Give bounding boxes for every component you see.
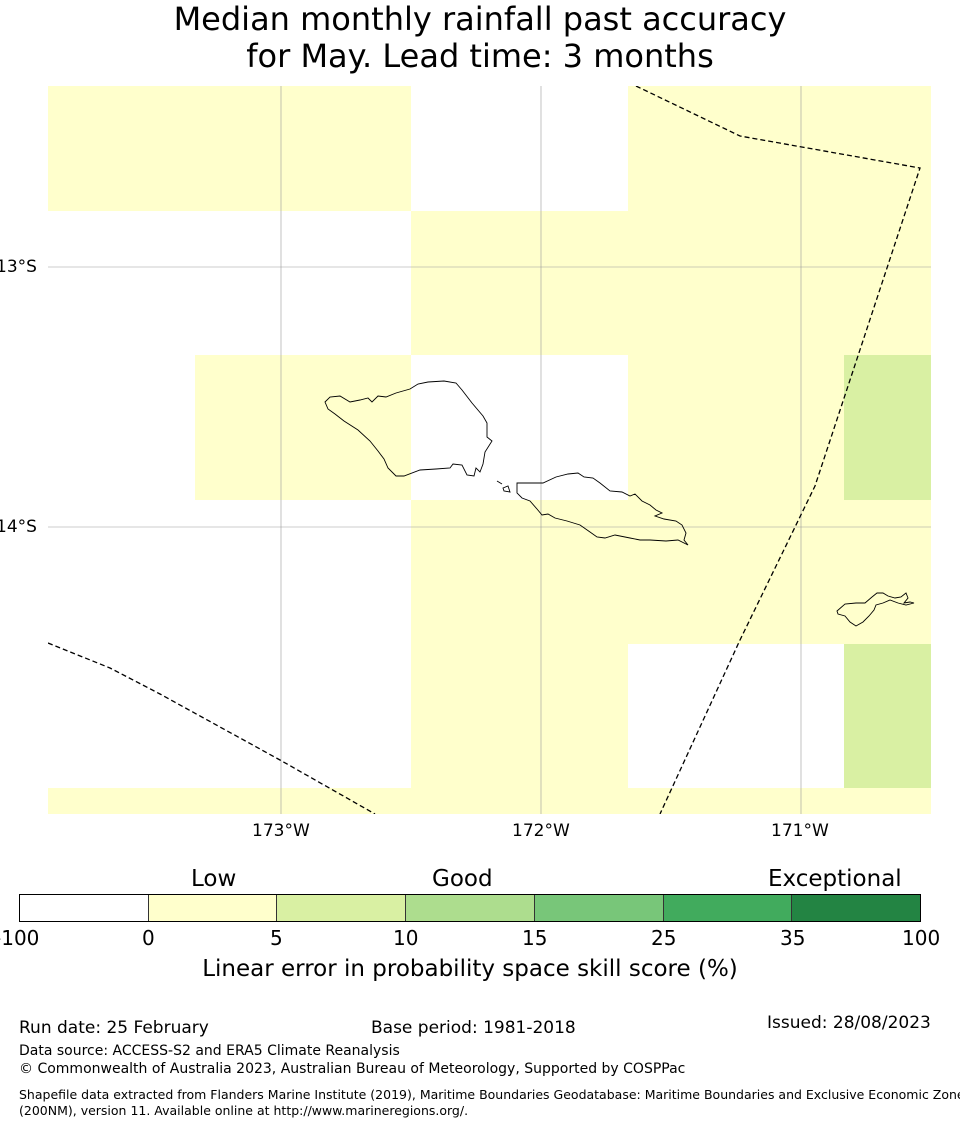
colorbar-segment <box>534 895 664 921</box>
skill-cell <box>628 355 844 500</box>
data-source: Data source: ACCESS-S2 and ERA5 Climate … <box>19 1043 400 1059</box>
map-title-line-2: for May. Lead time: 3 months <box>246 37 714 75</box>
skill-cell <box>411 211 931 355</box>
category-exceptional: Exceptional <box>768 866 902 892</box>
map-title-line-1: Median monthly rainfall past accuracy <box>173 0 787 38</box>
skill-cells-good <box>844 355 931 788</box>
base-period: Base period: 1981-2018 <box>371 1018 576 1038</box>
eez-boundary-east <box>635 86 921 814</box>
run-date: Run date: 25 February <box>19 1018 209 1038</box>
colorbar-segment <box>277 895 407 921</box>
colorbar <box>19 894 921 922</box>
skill-cell <box>48 86 411 211</box>
copyright: © Commonwealth of Australia 2023, Austra… <box>19 1061 686 1077</box>
upolu-island <box>516 472 689 546</box>
lat-label-13s: 13°S <box>0 257 37 277</box>
lat-label-14s: 14°S <box>0 517 37 537</box>
graticule <box>48 86 931 814</box>
tutuila-island <box>836 592 915 627</box>
colorbar-title: Linear error in probability space skill … <box>202 956 738 982</box>
category-low: Low <box>191 866 237 892</box>
colorbar-segment <box>792 895 921 921</box>
shapefile-credit-line-1: Shapefile data extracted from Flanders M… <box>19 1087 960 1102</box>
skill-cell <box>844 644 931 788</box>
skill-map <box>48 86 931 814</box>
maritime-boundaries <box>48 86 921 814</box>
savaii-island <box>324 380 493 477</box>
lon-label-173w: 173°W <box>252 821 310 841</box>
skill-cell <box>195 355 411 500</box>
tick-label: 25 <box>651 926 677 950</box>
skill-cell <box>844 355 931 500</box>
skill-cell <box>628 86 931 211</box>
colorbar-segment <box>20 895 149 921</box>
islands <box>324 380 915 627</box>
colorbar-segment <box>406 895 535 921</box>
category-good: Good <box>432 866 493 892</box>
lon-label-172w: 172°W <box>512 821 570 841</box>
shapefile-credit-line-2: (200NM), version 11. Available online at… <box>19 1103 469 1118</box>
skill-cell <box>48 788 931 814</box>
lon-label-171w: 171°W <box>771 821 829 841</box>
tick-label: 0 <box>142 926 155 950</box>
eez-boundary-southwest <box>48 642 376 814</box>
tick-label: 5 <box>270 926 283 950</box>
tick-label: 100 <box>902 926 941 950</box>
skill-cell <box>411 644 628 788</box>
colorbar-segment <box>663 895 793 921</box>
tick-label: 15 <box>522 926 548 950</box>
tick-label: -100 <box>0 926 40 950</box>
skill-cell <box>411 500 931 644</box>
apolima-islet <box>502 485 511 493</box>
skill-cells-low <box>48 86 931 814</box>
tick-label: 35 <box>780 926 806 950</box>
tick-label: 10 <box>393 926 419 950</box>
manono-islet <box>496 480 503 485</box>
colorbar-segment <box>148 895 278 921</box>
issued-date: Issued: 28/08/2023 <box>767 1013 931 1033</box>
